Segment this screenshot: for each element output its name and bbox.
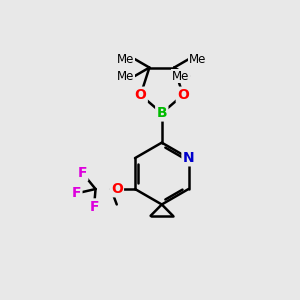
Text: B: B — [157, 106, 167, 120]
Text: O: O — [177, 88, 189, 102]
Text: Me: Me — [172, 70, 189, 83]
Text: N: N — [183, 151, 194, 165]
Text: Me: Me — [189, 52, 206, 65]
Text: Me: Me — [117, 52, 135, 65]
Text: Me: Me — [117, 70, 135, 83]
Text: F: F — [77, 166, 87, 180]
Text: O: O — [111, 182, 123, 196]
Text: O: O — [135, 88, 146, 102]
Text: F: F — [89, 200, 99, 214]
Text: F: F — [72, 186, 81, 200]
